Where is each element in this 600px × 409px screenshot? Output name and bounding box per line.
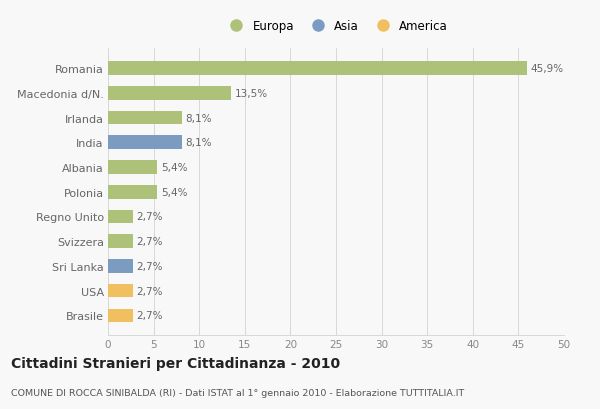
Bar — [108, 87, 231, 100]
Text: 2,7%: 2,7% — [136, 310, 163, 321]
Bar — [108, 235, 133, 248]
Text: 8,1%: 8,1% — [185, 138, 212, 148]
Text: 13,5%: 13,5% — [235, 89, 268, 99]
Text: 2,7%: 2,7% — [136, 236, 163, 247]
Bar — [108, 284, 133, 298]
Text: 5,4%: 5,4% — [161, 187, 187, 197]
Bar — [108, 111, 182, 125]
Bar — [108, 161, 157, 174]
Bar — [108, 309, 133, 322]
Text: 2,7%: 2,7% — [136, 212, 163, 222]
Text: COMUNE DI ROCCA SINIBALDA (RI) - Dati ISTAT al 1° gennaio 2010 - Elaborazione TU: COMUNE DI ROCCA SINIBALDA (RI) - Dati IS… — [11, 389, 464, 398]
Bar — [108, 210, 133, 224]
Bar — [108, 259, 133, 273]
Text: 8,1%: 8,1% — [185, 113, 212, 123]
Bar — [108, 62, 527, 76]
Legend: Europa, Asia, America: Europa, Asia, America — [222, 18, 450, 36]
Text: 5,4%: 5,4% — [161, 162, 187, 173]
Text: 45,9%: 45,9% — [530, 64, 563, 74]
Bar — [108, 185, 157, 199]
Text: 2,7%: 2,7% — [136, 261, 163, 271]
Text: Cittadini Stranieri per Cittadinanza - 2010: Cittadini Stranieri per Cittadinanza - 2… — [11, 356, 340, 370]
Bar — [108, 136, 182, 150]
Text: 2,7%: 2,7% — [136, 286, 163, 296]
